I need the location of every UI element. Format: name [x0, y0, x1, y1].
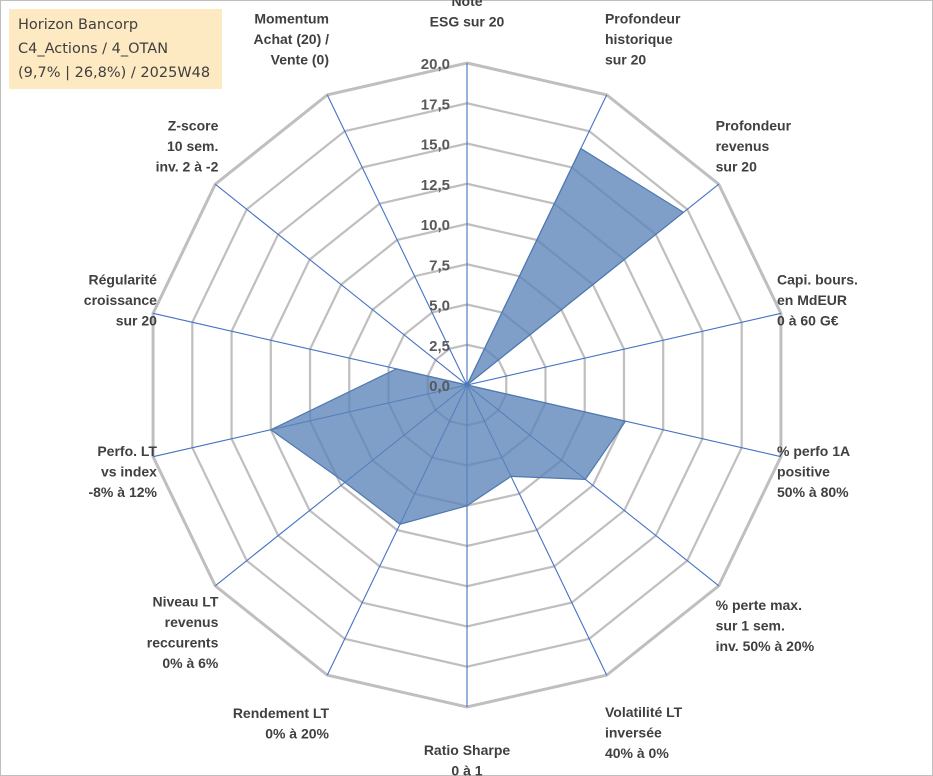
- tick-label: 17,5: [421, 96, 450, 113]
- axis-label-11: Régularité croissance sur 20: [84, 272, 157, 329]
- axis-spoke-13: [326, 94, 468, 386]
- axis-label-line: 0% à 20%: [265, 725, 329, 741]
- axis-label-line: historique: [605, 31, 673, 47]
- axis-label-line: 40% à 0%: [605, 745, 669, 761]
- axis-spoke-3: [466, 312, 782, 386]
- axis-label-line: 50% à 80%: [777, 484, 849, 500]
- tick-label: 5,0: [429, 298, 450, 315]
- axis-label-line: inversée: [605, 724, 662, 740]
- axis-label-line: sur 20: [716, 158, 757, 174]
- axis-label-line: Momentum: [254, 11, 329, 27]
- axis-label-line: Profondeur: [605, 11, 681, 27]
- axis-label-line: % perte max.: [716, 597, 802, 613]
- tick-label: 7,5: [429, 257, 450, 274]
- axis-label-line: Vente (0): [271, 52, 329, 68]
- info-line-company: Horizon Bancorp: [18, 17, 139, 33]
- axis-label-line: Niveau LT: [153, 593, 219, 609]
- axis-label-line: % perfo 1A: [777, 443, 850, 459]
- info-box: Horizon Bancorp C4_Actions / 4_OTAN (9,7…: [9, 9, 222, 89]
- axis-label-line: Régularité: [89, 272, 158, 288]
- axis-label-line: Profondeur: [716, 117, 792, 133]
- axis-label-line: Achat (20) /: [254, 31, 330, 47]
- axis-label-8: Rendement LT 0% à 20%: [233, 705, 330, 742]
- axis-label-line: Z-score: [168, 117, 219, 133]
- axis-label-0: Note ESG sur 20: [430, 0, 505, 29]
- axis-label-line: sur 1 sem.: [716, 618, 785, 634]
- axis-label-line: Capi. bours.: [777, 272, 858, 288]
- axis-label-line: Ratio Sharpe: [424, 742, 511, 758]
- axis-labels: Note ESG sur 20 Profondeur historique sur 20…: [84, 0, 858, 776]
- axis-label-line: positive: [777, 463, 830, 479]
- axis-spoke-12: [214, 183, 468, 386]
- axis-label-line: 10 sem.: [167, 138, 218, 154]
- axis-label-7: Ratio Sharpe 0 à 1: [424, 742, 511, 776]
- axis-label-line: 0 à 1: [451, 762, 482, 776]
- axis-label-5: % perte max. sur 1 sem. inv. 50% à 20%: [716, 597, 815, 654]
- axis-label-line: 0 à 60 G€: [777, 313, 839, 329]
- series-layer: [270, 147, 685, 525]
- tick-label: 2,5: [429, 338, 450, 355]
- axis-label-line: Perfo. LT: [97, 443, 157, 459]
- tick-label: 15,0: [421, 137, 450, 154]
- axis-label-9: Niveau LT revenus reccurents 0% à 6%: [147, 593, 219, 671]
- axis-label-10: Perfo. LT vs index -8% à 12%: [88, 443, 157, 500]
- axis-label-line: reccurents: [147, 634, 219, 650]
- axis-label-12: Z-score 10 sem. inv. 2 à -2: [156, 117, 219, 174]
- axis-label-line: 0% à 6%: [162, 655, 219, 671]
- series-area: [270, 147, 685, 525]
- axis-label-line: Note: [451, 0, 482, 9]
- axis-label-line: sur 20: [605, 52, 646, 68]
- axis-label-line: inv. 50% à 20%: [716, 638, 815, 654]
- axis-label-1: Profondeur historique sur 20: [605, 11, 681, 68]
- axis-label-line: sur 20: [116, 313, 157, 329]
- axis-label-2: Profondeur revenus sur 20: [716, 117, 792, 174]
- axis-label-4: % perfo 1A positive 50% à 80%: [777, 443, 850, 500]
- axis-label-line: croissance: [84, 292, 157, 308]
- axis-label-line: en MdEUR: [777, 292, 847, 308]
- tick-label: 0,0: [429, 378, 450, 395]
- axis-label-line: ESG sur 20: [430, 13, 505, 29]
- axis-label-line: revenus: [165, 614, 219, 630]
- axis-label-3: Capi. bours. en MdEUR 0 à 60 G€: [777, 272, 858, 329]
- axis-label-6: Volatilité LT inversée 40% à 0%: [605, 704, 683, 761]
- axis-label-line: Rendement LT: [233, 705, 330, 721]
- axis-label-line: Volatilité LT: [605, 704, 683, 720]
- info-line-category: C4_Actions / 4_OTAN: [18, 41, 169, 57]
- info-line-stats: (9,7% | 26,8%) / 2025W48: [18, 65, 211, 81]
- tick-label: 12,5: [421, 177, 450, 194]
- axis-label-line: -8% à 12%: [88, 484, 157, 500]
- tick-label: 10,0: [421, 217, 450, 234]
- axis-label-13: Momentum Achat (20) / Vente (0): [254, 11, 330, 68]
- axis-label-line: vs index: [101, 463, 157, 479]
- tick-label: 20,0: [421, 56, 450, 73]
- axis-label-line: inv. 2 à -2: [156, 158, 219, 174]
- axis-label-line: revenus: [716, 138, 770, 154]
- radial-tick-labels: 0,0 2,5 5,0 7,5 10,0 12,5 15,0 17,5 20,0: [421, 56, 450, 395]
